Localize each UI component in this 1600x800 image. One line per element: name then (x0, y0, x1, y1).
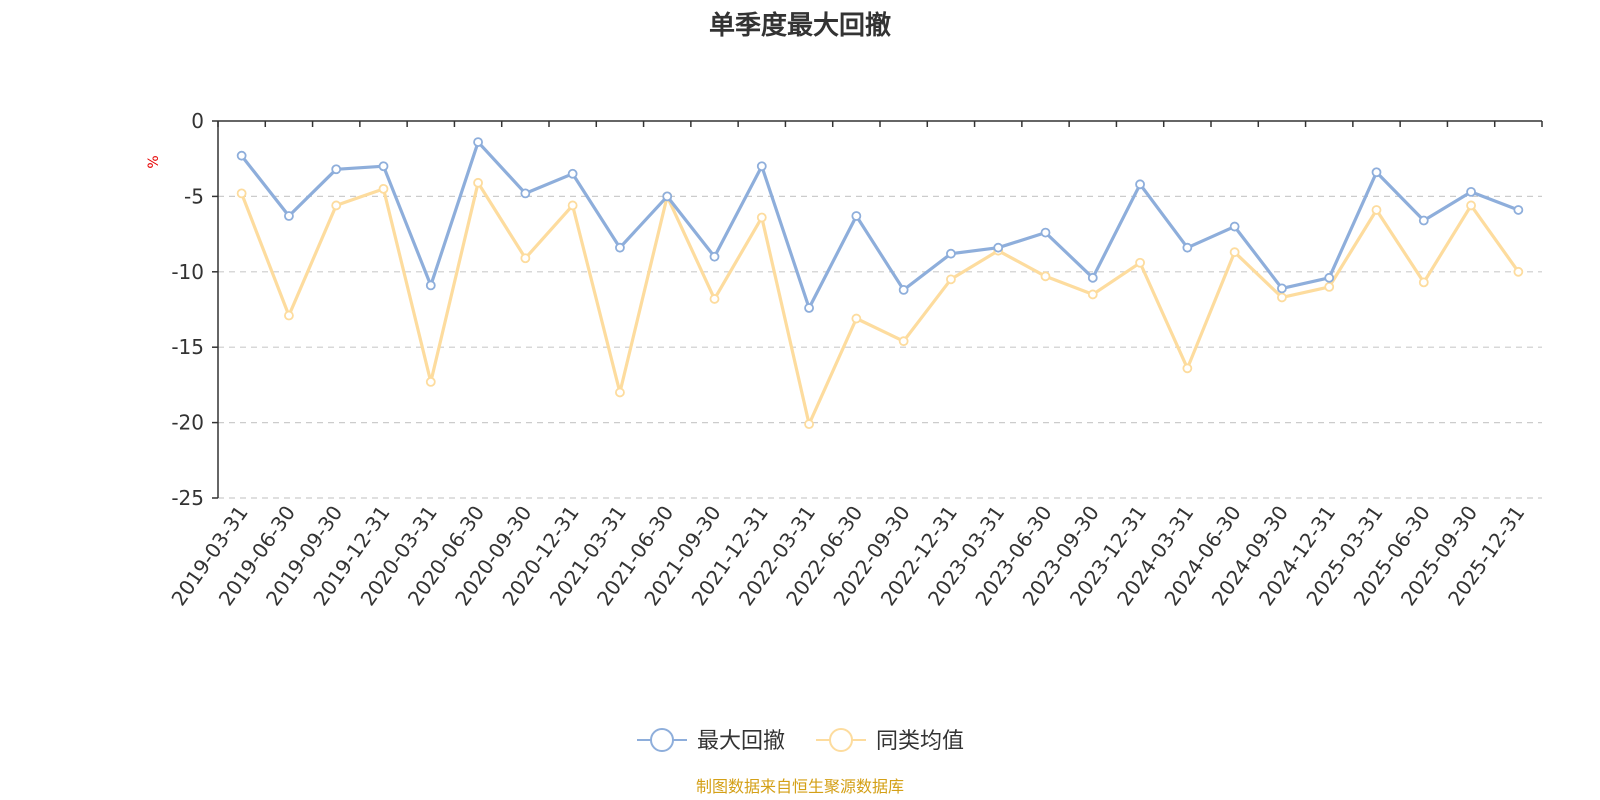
data-point[interactable] (1040, 271, 1051, 282)
data-point[interactable] (1182, 363, 1193, 374)
data-point[interactable] (1135, 257, 1145, 268)
y-tick-label: -20 (171, 411, 204, 435)
data-point[interactable] (709, 251, 720, 262)
grid-lines (218, 195, 1542, 499)
data-point[interactable] (1513, 266, 1524, 277)
data-point[interactable] (1371, 205, 1382, 215)
data-point[interactable] (756, 212, 767, 223)
y-tick-label: -10 (171, 260, 204, 284)
data-point[interactable] (425, 376, 436, 387)
data-point[interactable] (1513, 205, 1524, 215)
data-point[interactable] (1324, 281, 1335, 292)
legend-marker-max-drawdown (650, 728, 674, 752)
chart-title: 单季度最大回撤 (709, 10, 891, 41)
data-point[interactable] (425, 280, 436, 291)
data-point[interactable] (378, 183, 389, 194)
data-source-note: 制图数据来自恒生聚源数据库 (696, 777, 904, 796)
data-point[interactable] (946, 248, 956, 259)
data-point[interactable] (236, 188, 247, 199)
series-lines (236, 137, 1524, 430)
data-point[interactable] (1229, 221, 1240, 232)
data-point[interactable] (331, 164, 342, 175)
data-point[interactable] (284, 211, 294, 221)
data-point[interactable] (1182, 242, 1193, 253)
data-point[interactable] (756, 161, 767, 172)
y-axis-unit: % (146, 155, 162, 168)
data-point[interactable] (567, 168, 578, 179)
legend-label-peer-average: 同类均值 (876, 729, 964, 754)
y-tick-label: 0 (191, 109, 204, 133)
y-tick-label: -25 (171, 486, 204, 510)
data-point[interactable] (615, 387, 625, 398)
data-point[interactable] (1418, 277, 1429, 288)
data-point[interactable] (236, 150, 247, 161)
data-point[interactable] (520, 188, 531, 199)
data-point[interactable] (709, 294, 720, 304)
data-point[interactable] (1087, 272, 1098, 283)
series-peer-average (236, 177, 1524, 430)
data-point[interactable] (378, 161, 389, 172)
series-line (240, 181, 1521, 426)
data-point[interactable] (331, 200, 342, 211)
legend-item-peer-average[interactable]: 同类均值 (816, 728, 964, 754)
y-tick-label: -5 (184, 184, 204, 208)
data-point[interactable] (1466, 200, 1476, 211)
data-point[interactable] (851, 313, 862, 324)
data-point[interactable] (1324, 272, 1335, 283)
legend-label-max-drawdown: 最大回撤 (697, 729, 785, 754)
data-point[interactable] (520, 253, 531, 264)
legend-item-max-drawdown[interactable]: 最大回撤 (637, 728, 785, 754)
data-point[interactable] (851, 211, 862, 221)
series-line (240, 140, 1521, 310)
data-point[interactable] (1371, 167, 1382, 178)
series-max-drawdown (236, 137, 1524, 313)
data-point[interactable] (1277, 292, 1287, 303)
data-point[interactable] (473, 177, 483, 188)
data-point[interactable] (1087, 289, 1098, 300)
data-point[interactable] (615, 242, 625, 253)
data-point[interactable] (1135, 179, 1145, 190)
y-tick-label: -15 (171, 335, 204, 359)
data-point[interactable] (993, 242, 1004, 253)
data-point[interactable] (1418, 215, 1429, 226)
data-point[interactable] (1466, 186, 1476, 197)
data-point[interactable] (662, 191, 673, 202)
data-point[interactable] (567, 200, 578, 211)
data-point[interactable] (1040, 227, 1051, 238)
data-point[interactable] (804, 303, 814, 313)
data-point[interactable] (804, 419, 814, 430)
data-point[interactable] (946, 274, 956, 285)
data-point[interactable] (1229, 247, 1240, 258)
data-point[interactable] (284, 310, 294, 321)
data-point[interactable] (898, 284, 909, 295)
data-point[interactable] (898, 336, 909, 347)
legend: 最大回撤 同类均值 (637, 728, 964, 754)
data-point[interactable] (473, 137, 483, 148)
data-point[interactable] (1277, 283, 1287, 294)
axes: 0-5-10-15-20-252019-03-312019-06-302019-… (166, 109, 1543, 610)
legend-marker-peer-average (829, 728, 853, 752)
